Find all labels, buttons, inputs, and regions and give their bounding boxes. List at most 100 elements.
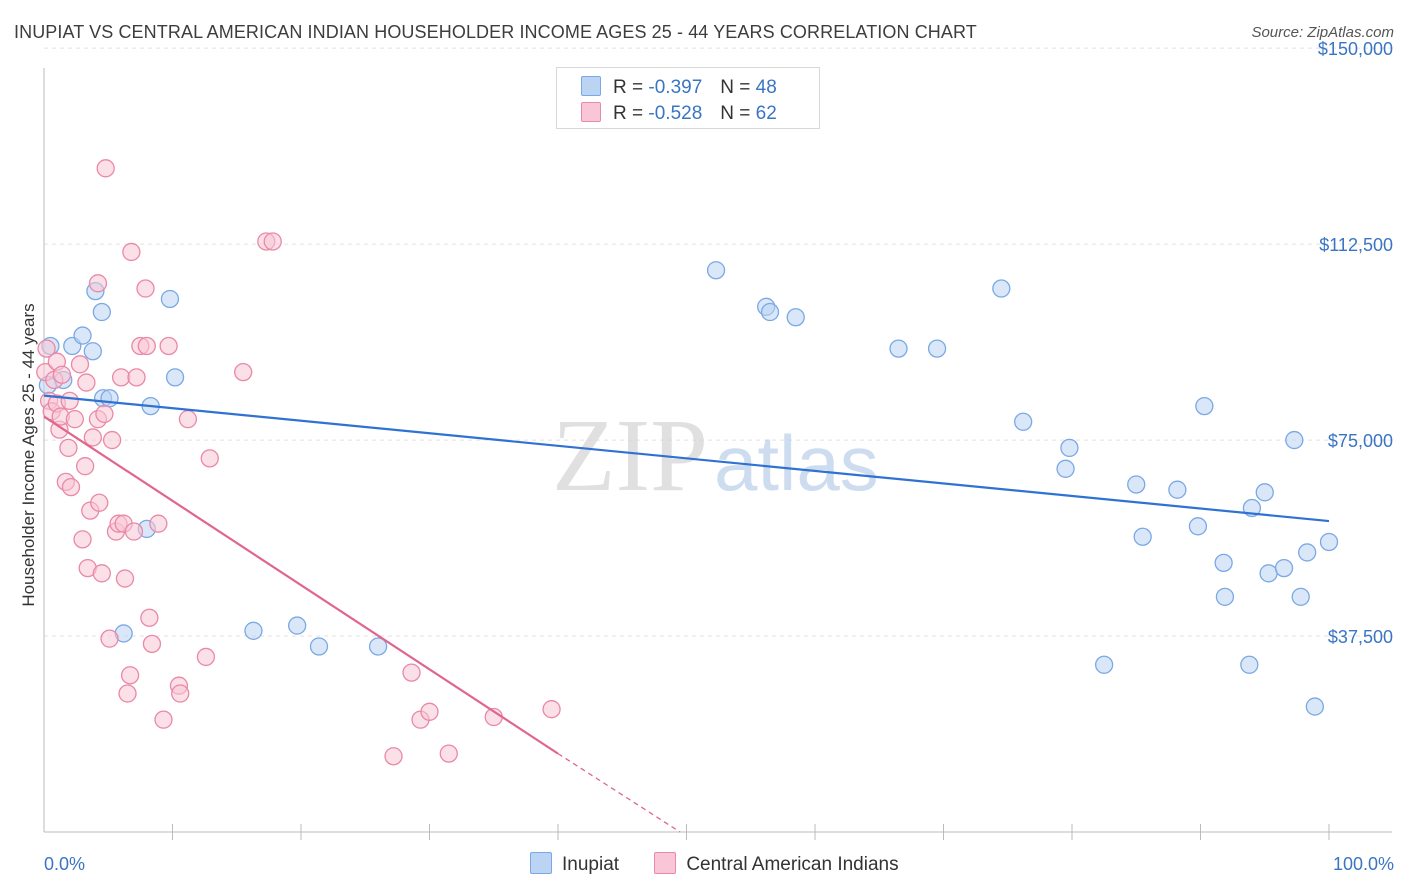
inupiat-point bbox=[1168, 480, 1187, 499]
legend-n-value: 48 bbox=[755, 77, 777, 98]
central-american-indian-point bbox=[263, 232, 282, 251]
central-american-indian-point bbox=[115, 569, 135, 588]
x-tick-marks bbox=[172, 824, 1330, 840]
inupiat-point bbox=[1188, 517, 1208, 536]
central-american-indian-point bbox=[52, 365, 72, 384]
central-american-indian-trend-line bbox=[43, 415, 559, 755]
legend-swatch-central-american-indians bbox=[581, 102, 601, 122]
inupiat-point bbox=[1133, 527, 1152, 546]
axes bbox=[43, 68, 1392, 833]
central-american-indian-point bbox=[149, 514, 168, 533]
central-american-indian-point bbox=[120, 666, 140, 685]
inupiat-point bbox=[992, 279, 1011, 298]
inupiat-point bbox=[309, 637, 329, 656]
central-american-indian-point bbox=[136, 279, 155, 298]
central-american-indian-point bbox=[95, 404, 114, 424]
inupiat-point bbox=[1056, 459, 1075, 478]
chart-source: Source: ZipAtlas.com bbox=[1251, 24, 1394, 41]
central-american-indian-point bbox=[124, 522, 144, 541]
central-american-indian-point bbox=[37, 339, 56, 358]
inupiat-point bbox=[760, 302, 780, 322]
central-american-indian-point bbox=[439, 744, 458, 763]
central-american-indian-point bbox=[102, 430, 122, 450]
series-label-central-american-indians: Central American Indians bbox=[686, 854, 899, 875]
inupiat-point bbox=[1014, 412, 1033, 431]
central-american-indian-point bbox=[59, 438, 78, 458]
central-american-indian-point bbox=[171, 684, 190, 703]
central-american-indian-point bbox=[60, 391, 79, 411]
legend-r-label: R = bbox=[613, 103, 644, 124]
inupiat-point bbox=[889, 339, 908, 358]
inupiat-point bbox=[1214, 553, 1233, 573]
central-american-indian-point bbox=[77, 373, 96, 392]
inupiat-point bbox=[1291, 587, 1310, 606]
central-american-indian-points bbox=[36, 159, 561, 766]
inupiat-point bbox=[1060, 438, 1079, 458]
inupiat-point bbox=[706, 261, 726, 280]
central-american-indian-point bbox=[178, 410, 198, 429]
inupiat-point bbox=[73, 326, 92, 345]
series-legend-inupiat: Inupiat bbox=[530, 852, 619, 876]
central-american-indian-point bbox=[127, 368, 146, 387]
correlation-legend: R = -0.397 N = 48 R = -0.528 N = 62 bbox=[556, 67, 820, 129]
inupiat-point bbox=[92, 302, 111, 322]
central-american-indian-point bbox=[420, 702, 439, 721]
central-american-indian-point bbox=[90, 493, 109, 512]
central-american-indian-point bbox=[402, 663, 421, 682]
inupiat-point bbox=[244, 621, 263, 640]
legend-row-inupiat: R = -0.397 N = 48 bbox=[581, 76, 777, 100]
central-american-indian-point bbox=[384, 747, 403, 766]
legend-r-value: -0.528 bbox=[648, 103, 703, 124]
inupiat-point bbox=[927, 339, 947, 358]
inupiat-point bbox=[1195, 396, 1214, 416]
central-american-indian-point bbox=[137, 336, 156, 356]
trend-lines bbox=[43, 394, 1330, 833]
inupiat-point bbox=[100, 389, 119, 408]
central-american-indian-point bbox=[542, 700, 561, 719]
central-american-indian-point bbox=[118, 684, 137, 703]
central-american-indian-trend-extension bbox=[557, 753, 681, 833]
inupiat-point bbox=[1285, 430, 1304, 450]
central-american-indian-point bbox=[96, 159, 115, 178]
y-tick-label: $150,000 bbox=[1318, 39, 1393, 59]
central-american-indian-point bbox=[61, 477, 81, 497]
central-american-indian-point bbox=[100, 629, 119, 648]
inupiat-point bbox=[1255, 483, 1274, 502]
series-label-inupiat: Inupiat bbox=[562, 854, 620, 875]
central-american-indian-point bbox=[75, 457, 95, 476]
x-tick-label-max: 100.0% bbox=[1333, 854, 1394, 874]
central-american-indian-point bbox=[65, 410, 84, 429]
central-american-indian-point bbox=[154, 710, 173, 729]
inupiat-trend-line bbox=[43, 394, 1330, 523]
inupiat-point bbox=[1215, 587, 1235, 606]
x-tick-label-min: 0.0% bbox=[44, 854, 85, 874]
inupiat-point bbox=[83, 342, 102, 361]
central-american-indian-point bbox=[200, 449, 219, 468]
central-american-indian-point bbox=[70, 355, 90, 374]
y-tick-label: $75,000 bbox=[1328, 431, 1393, 451]
central-american-indian-point bbox=[92, 564, 111, 583]
legend-n-label: N = bbox=[720, 103, 751, 124]
inupiat-point bbox=[368, 637, 388, 656]
y-axis-label: Householder Income Ages 25 - 44 years bbox=[19, 303, 38, 606]
watermark-zip: ZIP bbox=[552, 398, 708, 513]
series-legend-central-american-indians: Central American Indians bbox=[654, 852, 899, 876]
legend-n-label: N = bbox=[720, 77, 751, 98]
inupiat-point bbox=[1127, 475, 1146, 494]
inupiat-point bbox=[1094, 655, 1114, 674]
inupiat-point bbox=[786, 308, 805, 327]
y-tick-label: $37,500 bbox=[1328, 627, 1393, 647]
legend-r-label: R = bbox=[613, 77, 644, 98]
central-american-indian-point bbox=[159, 336, 178, 356]
inupiat-point bbox=[1319, 532, 1339, 552]
series-swatch-central-american-indians bbox=[654, 852, 677, 874]
legend-n-value: 62 bbox=[755, 103, 777, 124]
series-swatch-inupiat bbox=[530, 852, 552, 874]
inupiat-point bbox=[160, 289, 180, 309]
central-american-indian-point bbox=[142, 634, 162, 654]
central-american-indian-point bbox=[88, 274, 108, 293]
legend-row-central-american-indians: R = -0.528 N = 62 bbox=[581, 102, 777, 126]
inupiat-point bbox=[1305, 697, 1325, 716]
inupiat-point bbox=[1298, 543, 1317, 562]
